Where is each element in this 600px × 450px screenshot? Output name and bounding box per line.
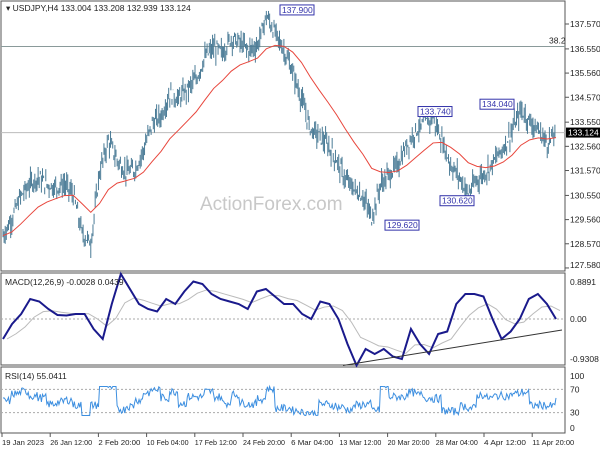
rsi-tick-label: 0	[570, 423, 575, 433]
chart-title: ▾ USDJPY,H4 133.004 133.208 132.939 133.…	[6, 3, 191, 13]
macd-tick-label: 0.8891	[570, 277, 596, 287]
price-panel	[0, 0, 566, 272]
price-tick-label: 129.560	[570, 215, 600, 225]
price-tick-label: 131.570	[570, 166, 600, 176]
price-tick-label: 137.570	[570, 19, 600, 29]
x-tick-label: 26 Jan 12:00	[50, 438, 92, 447]
macd-tick-label: 0.00	[570, 314, 587, 324]
macd-trendline	[342, 329, 563, 366]
x-tick-label: 19 Jan 2023	[2, 438, 44, 447]
macd-line	[2, 271, 557, 368]
rsi-tick-label: 70	[570, 384, 580, 394]
price-tick-label: 134.570	[570, 92, 600, 102]
price-annotation: 134.040	[482, 99, 513, 109]
price-tick-label: 128.570	[570, 239, 600, 249]
x-tick-label: 20 Mar 20:00	[388, 438, 430, 447]
x-tick-label: 2 Feb 20:00	[98, 438, 140, 447]
x-tick-label: 11 Apr 20:00	[532, 438, 574, 447]
price-tick-label: 133.550	[570, 117, 600, 127]
price-annotation-box	[417, 106, 453, 118]
macd-label: MACD(12,26,9) -0.0028 0.0439	[5, 277, 124, 287]
rsi-tick-label: 30	[570, 408, 580, 418]
price-annotation-box	[439, 195, 475, 207]
fib-label: 38.2	[549, 35, 566, 45]
current-price-label: 133.124	[568, 128, 599, 138]
x-tick-label: 17 Feb 12:00	[195, 438, 237, 447]
price-tick-label: 127.580	[570, 260, 600, 270]
price-annotation-box	[384, 219, 420, 231]
price-annotation: 137.900	[282, 5, 313, 15]
price-annotation: 129.620	[387, 220, 418, 230]
watermark: ActionForex.com	[200, 194, 343, 215]
x-tick-label: 28 Mar 04:00	[436, 438, 478, 447]
price-tick-label: 132.560	[570, 141, 600, 151]
price-annotation-box	[279, 4, 315, 16]
rsi-tick-label: 100	[570, 371, 584, 381]
x-tick-label: 24 Feb 20:00	[243, 438, 285, 447]
ohlc-readout: 133.004 133.208 132.939 133.124	[61, 3, 191, 13]
price-annotation: 133.740	[420, 107, 451, 117]
price-annotation-box	[479, 98, 515, 110]
price-tick-label: 136.550	[570, 44, 600, 54]
x-tick-label: 4 Apr 12:00	[484, 438, 526, 447]
rsi-line	[2, 384, 557, 417]
chart-symbol: USDJPY,H4	[13, 3, 59, 13]
price-annotation: 130.620	[442, 196, 473, 206]
moving-average-line	[2, 44, 557, 237]
x-tick-label: 6 Mar 04:00	[291, 438, 333, 447]
macd-tick-label: -0.9308	[570, 354, 599, 364]
current-price-box	[566, 127, 600, 138]
rsi-panel	[0, 366, 566, 434]
macd-signal-line	[6, 289, 561, 354]
x-tick-label: 13 Mar 12:00	[339, 438, 381, 447]
rsi-label: RSI(14) 55.0411	[5, 371, 67, 381]
price-tick-label: 135.560	[570, 68, 600, 78]
price-tick-label: 130.550	[570, 190, 600, 200]
x-tick-label: 10 Feb 04:00	[147, 438, 189, 447]
